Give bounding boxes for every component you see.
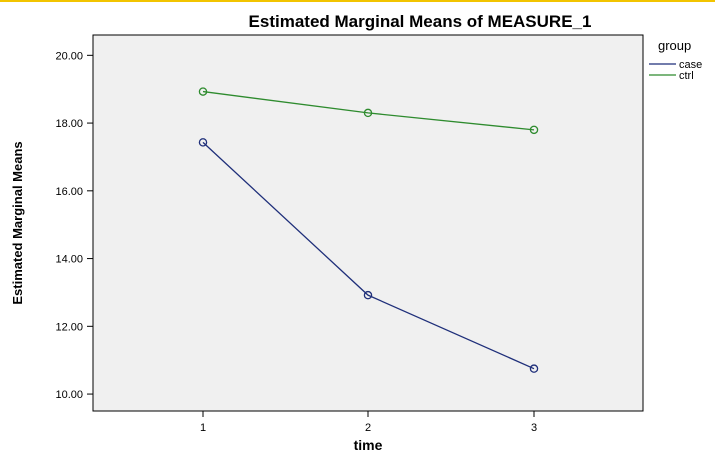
x-tick-label: 3 [531,422,537,434]
y-tick-label: 16.00 [55,186,83,198]
data-point-ctrl [363,108,373,118]
series-line-case [202,141,535,370]
y-axis-ticks: 10.00 12.00 14.00 16.00 18.00 20.00 [55,50,93,401]
x-axis-ticks: 1 2 3 [200,411,537,434]
series-line-ctrl [202,90,535,131]
data-point-case [198,138,208,147]
y-tick-label: 10.00 [55,389,83,401]
legend-label-case: case [679,59,702,71]
y-axis-label: Estimated Marginal Means [10,141,25,304]
legend-label-ctrl: ctrl [679,70,694,82]
x-tick-label: 1 [200,422,206,434]
y-tick-label: 12.00 [55,321,83,333]
top-accent-line [0,0,715,2]
data-point-case [363,290,373,300]
data-point-ctrl [198,87,208,96]
x-axis-label: time [354,437,383,451]
x-tick-label: 2 [365,422,371,434]
legend-title: group [658,38,691,53]
data-point-case [529,364,539,373]
series-layer [198,87,539,373]
y-tick-label: 18.00 [55,118,83,130]
y-tick-label: 20.00 [55,50,83,62]
plot-area [92,34,644,412]
y-tick-label: 14.00 [55,254,83,266]
data-point-ctrl [529,125,539,135]
chart-title: Estimated Marginal Means of MEASURE_1 [249,12,592,31]
